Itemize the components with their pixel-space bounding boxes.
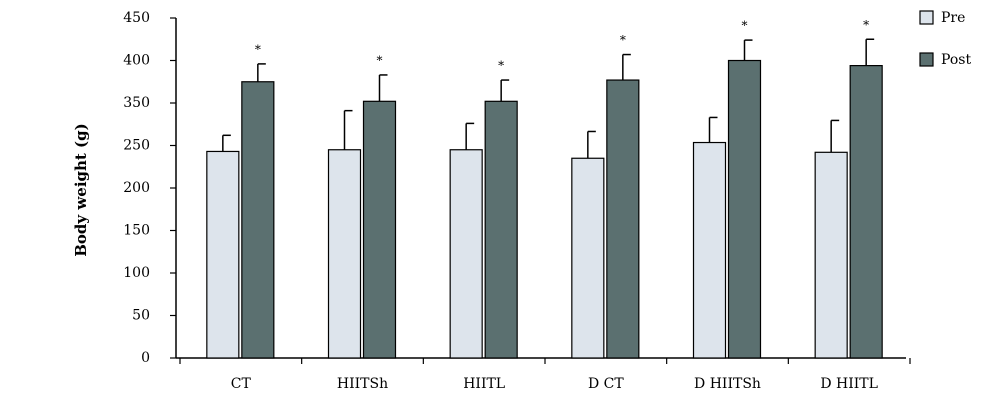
bar bbox=[849, 64, 883, 359]
y-tick-label: 400 bbox=[123, 53, 150, 69]
legend-label: Post bbox=[941, 52, 971, 68]
y-tick-label: 50 bbox=[132, 308, 150, 324]
significance-mark: * bbox=[742, 19, 748, 33]
y-tick-label: 100 bbox=[123, 265, 150, 281]
bar bbox=[449, 149, 483, 359]
bar bbox=[327, 149, 362, 359]
significance-mark: * bbox=[498, 59, 504, 73]
bar bbox=[727, 59, 762, 359]
x-tick-label: D HIITSh bbox=[694, 376, 761, 392]
significance-mark: * bbox=[377, 53, 383, 67]
y-axis-label: Body weight (g) bbox=[72, 123, 90, 257]
y-tick-label: 250 bbox=[123, 138, 150, 154]
y-tick-label: 450 bbox=[123, 10, 150, 26]
bar bbox=[206, 150, 240, 359]
y-tick-label: 150 bbox=[123, 223, 150, 239]
y-tick-label: 200 bbox=[123, 180, 150, 196]
bar bbox=[692, 141, 727, 359]
y-tick-label: 0 bbox=[141, 350, 150, 366]
significance-mark: * bbox=[620, 33, 626, 47]
legend-label: Pre bbox=[941, 10, 965, 26]
x-tick-label: CT bbox=[231, 376, 252, 392]
bar bbox=[484, 100, 518, 359]
bar bbox=[362, 100, 397, 359]
bar bbox=[814, 151, 848, 359]
bar bbox=[241, 81, 275, 359]
x-tick-label: HIITSh bbox=[337, 376, 388, 392]
significance-mark: * bbox=[863, 18, 869, 32]
x-tick-label: HIITL bbox=[463, 376, 505, 392]
legend-swatch bbox=[919, 10, 934, 25]
bar bbox=[606, 79, 640, 359]
x-tick-label: D HIITL bbox=[820, 376, 878, 392]
bar bbox=[571, 157, 605, 359]
legend-swatch bbox=[919, 52, 934, 67]
x-tick-label: D CT bbox=[588, 376, 624, 392]
y-tick-label: 350 bbox=[123, 95, 150, 111]
significance-mark: * bbox=[255, 42, 261, 56]
